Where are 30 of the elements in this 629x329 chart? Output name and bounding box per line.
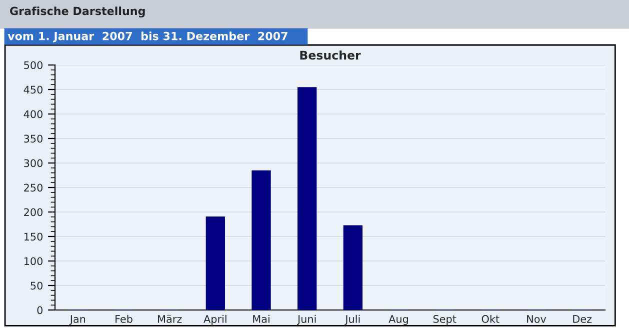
x-tick-label: Sept — [433, 315, 456, 325]
x-tick-label: April — [204, 314, 226, 325]
bar — [252, 170, 271, 310]
bar — [343, 225, 363, 310]
y-tick-label: 450 — [24, 86, 42, 94]
x-tick-label: Aug — [388, 315, 408, 325]
x-tick-label: Feb — [116, 314, 132, 323]
x-tick-label: Nov — [527, 315, 546, 323]
x-tick-label: Juli — [344, 314, 360, 325]
chart-subtitle: vom 1. Januar 2007 bis 31. Dezember 2007 — [8, 32, 288, 42]
y-tick-label: 300 — [24, 159, 42, 168]
y-tick-label: 250 — [24, 184, 42, 192]
text: Grafische Darstellung — [10, 6, 145, 18]
y-tick-label: 150 — [24, 232, 42, 241]
x-tick-label: Dez — [573, 315, 592, 323]
y-tick-label: 50 — [30, 282, 43, 290]
bar — [206, 216, 226, 310]
bar — [297, 87, 317, 310]
y-tick-label: 200 — [24, 208, 42, 216]
y-tick-label: 500 — [24, 61, 42, 70]
x-tick-label: Mai — [253, 314, 270, 323]
x-tick-label: Jan — [69, 315, 86, 325]
y-tick-label: 350 — [24, 134, 42, 143]
y-tick-label: 400 — [24, 110, 42, 118]
x-tick-label: Okt — [482, 314, 500, 323]
y-tick-label: 100 — [24, 257, 42, 266]
chart-title: Besucher — [300, 50, 361, 60]
x-tick-label: März — [158, 314, 182, 323]
y-tick-label: 0 — [37, 306, 43, 314]
x-tick-label: Juni — [296, 314, 316, 325]
